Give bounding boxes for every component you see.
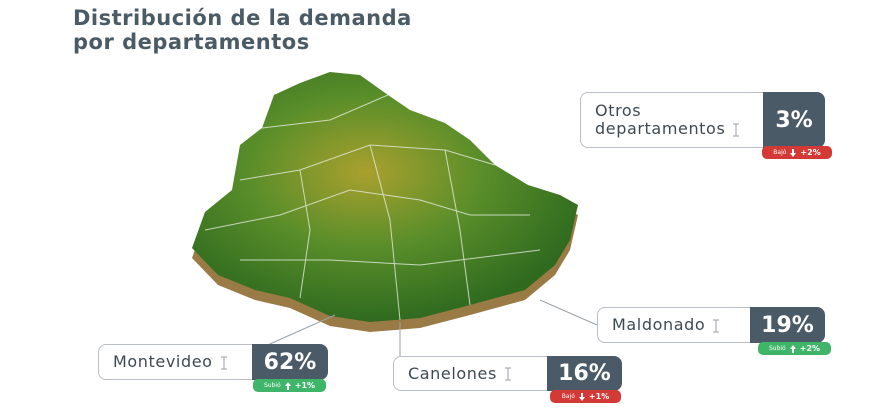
callout: Montevideo 62% (98, 344, 328, 380)
badge: Subió +2% (758, 342, 831, 355)
badge-status: Bajó (773, 149, 787, 156)
cursor-icon (220, 356, 227, 369)
name-line: departamentos (595, 119, 726, 138)
callout-name: Montevideo (98, 344, 252, 380)
arrow-icon (790, 148, 797, 157)
title-line: por departamentos (73, 30, 310, 54)
badge: Bajó +1% (550, 390, 621, 403)
cursor-icon (504, 367, 511, 381)
name-line: Canelones (408, 363, 497, 383)
badge-change: +2% (799, 344, 821, 353)
name-line: Maldonado (612, 315, 706, 334)
callout: Canelones 16% (393, 356, 622, 391)
arrow-icon (789, 344, 796, 353)
arrow-icon (284, 381, 291, 390)
name-text: Montevideo (113, 353, 229, 371)
badge: Subió +1% (253, 379, 326, 392)
callout-share: 3% (763, 92, 825, 148)
callout-name: Otros departamentos (580, 92, 763, 148)
badge-change: +2% (800, 148, 821, 157)
callout-share: 19% (750, 307, 825, 343)
badge-status: Bajó (561, 393, 575, 400)
name-text: Canelones (408, 363, 513, 383)
name-line: Montevideo (113, 352, 213, 371)
callout-name: Maldonado (597, 307, 750, 343)
map (192, 72, 578, 332)
badge-change: +1% (294, 381, 316, 390)
cursor-icon (713, 319, 720, 332)
badge: Bajó +2% (762, 146, 832, 159)
title-line: Distribución de la demanda (73, 6, 412, 30)
callout-share: 62% (252, 344, 328, 380)
callout-name: Canelones (393, 356, 547, 391)
cursor-icon (733, 123, 740, 136)
badge-change: +1% (588, 392, 610, 401)
callout: Otros departamentos 3% (580, 92, 825, 148)
title: Distribución de la demanda por departame… (73, 6, 412, 54)
name-text: Otros departamentos (595, 102, 741, 138)
arrow-icon (578, 392, 585, 401)
name-line: Otros (595, 101, 642, 120)
badge-status: Subió (263, 382, 281, 389)
name-text: Maldonado (612, 316, 721, 334)
badge-status: Subió (768, 345, 786, 352)
callout-share: 16% (547, 356, 622, 391)
callout: Maldonado 19% (597, 307, 825, 343)
